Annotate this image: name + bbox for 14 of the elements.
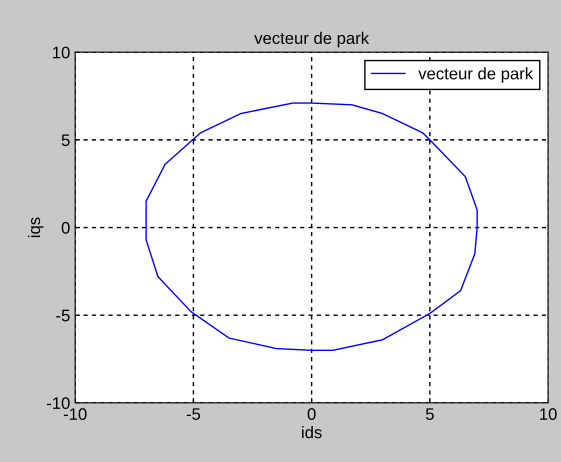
y-tick-label: 5 bbox=[62, 134, 70, 146]
legend-label: vecteur de park bbox=[418, 67, 534, 83]
x-tick-label: -5 bbox=[186, 408, 200, 420]
x-tick-label: 10 bbox=[540, 408, 557, 420]
line-series bbox=[145, 102, 478, 351]
y-tick-label: 0 bbox=[62, 222, 70, 234]
y-tick-label: -10 bbox=[46, 397, 70, 410]
x-axis-title: ids bbox=[302, 426, 322, 438]
chart-title: vecteur de park bbox=[254, 32, 370, 48]
y-tick-label: -5 bbox=[56, 310, 70, 322]
x-tick-label: 5 bbox=[426, 408, 434, 420]
y-axis-title: iqs bbox=[28, 217, 44, 238]
y-tick-label: 10 bbox=[53, 46, 70, 58]
x-tick-label: 0 bbox=[308, 408, 316, 420]
